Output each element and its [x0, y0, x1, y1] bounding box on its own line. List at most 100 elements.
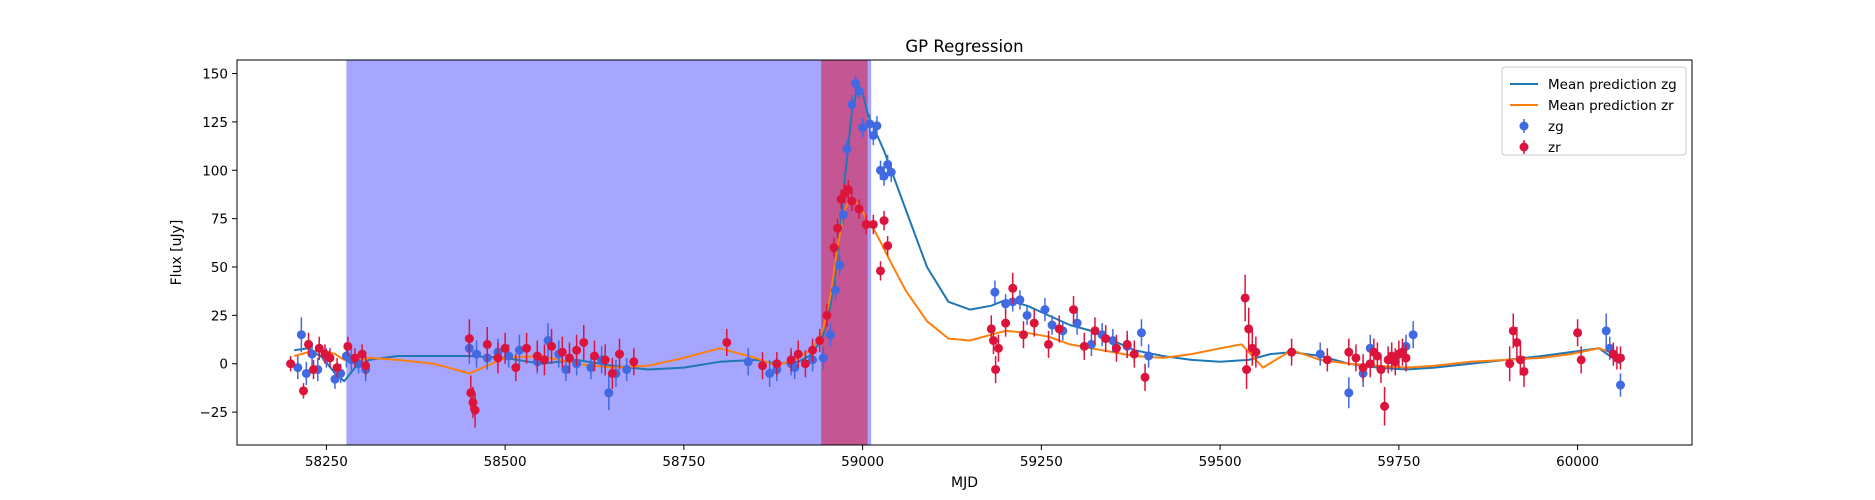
data-point-zr [1616, 346, 1626, 370]
data-point-zr [1069, 296, 1079, 324]
data-point-zr [993, 334, 1003, 362]
data-point-zr [589, 340, 599, 372]
data-point-zr [1054, 315, 1064, 343]
data-point-zg [1086, 332, 1096, 357]
data-point-zg [854, 83, 864, 99]
x-tick-label: 59750 [1377, 454, 1420, 470]
data-point-zr [1576, 346, 1586, 374]
data-point-zg [886, 162, 896, 182]
data-point-zg [1136, 319, 1146, 347]
legend: Mean prediction zg Mean prediction zr zg zr [1501, 66, 1687, 156]
data-point-zr [1251, 336, 1261, 368]
data-point-zr [361, 356, 371, 376]
data-point-zr [314, 336, 324, 360]
data-point-zr [879, 210, 889, 231]
data-point-zg [1040, 297, 1050, 322]
data-point-zr [1376, 356, 1386, 384]
data-point-zr [1079, 332, 1089, 360]
data-point-zg [1047, 315, 1057, 335]
data-point-zg [1072, 311, 1082, 335]
data-point-zr [557, 336, 567, 368]
data-point-zr [579, 325, 589, 360]
x-axis-label: MJD [951, 475, 978, 491]
data-point-zr [1129, 340, 1139, 368]
data-point-zg [743, 348, 753, 376]
data-point-zr [843, 179, 853, 200]
data-point-zr [607, 357, 617, 389]
data-point-zg [561, 357, 571, 382]
data-point-zg [296, 317, 306, 353]
legend-entry: zr [1519, 140, 1561, 156]
data-point-zr [286, 356, 296, 372]
data-point-zr [564, 342, 574, 374]
data-point-zg [622, 357, 632, 382]
chart-title: GP Regression [905, 37, 1023, 56]
data-point-zr [350, 348, 360, 368]
x-tick-label: 58250 [305, 454, 348, 470]
data-point-zg [825, 323, 835, 347]
data-point-zr [1505, 346, 1515, 382]
data-point-zg [879, 166, 889, 186]
x-tick-label: 59000 [841, 454, 884, 470]
data-point-zg [586, 356, 596, 380]
data-point-zr [1512, 326, 1522, 358]
data-point-zg [990, 280, 1000, 304]
data-point-zr [572, 334, 582, 366]
data-point-zr [1242, 350, 1252, 389]
data-point-zg [1408, 321, 1418, 349]
data-point-zg [838, 205, 848, 225]
x-tick-label: 58750 [662, 454, 705, 470]
data-point-zg [1315, 342, 1325, 366]
data-point-zg [858, 118, 868, 138]
y-tick-label: 150 [202, 67, 228, 83]
data-point-zr [808, 338, 818, 362]
data-point-zg [604, 375, 614, 411]
plot-frame [236, 59, 1693, 446]
data-point-zr [883, 236, 893, 256]
data-points [286, 75, 1626, 428]
data-point-zr [1372, 342, 1382, 370]
data-point-zg [818, 346, 828, 370]
data-point-zr [1101, 325, 1111, 353]
data-point-zr [532, 340, 542, 372]
data-point-zr [1322, 348, 1332, 372]
data-point-zr [615, 338, 625, 370]
data-point-zr [539, 344, 549, 376]
y-tick-label: 50 [211, 260, 228, 276]
y-tick-label: 25 [211, 308, 228, 324]
data-point-zr [303, 332, 313, 357]
data-point-zr [500, 332, 510, 364]
data-point-zr [522, 332, 532, 364]
y-tick-label: 75 [211, 212, 228, 228]
data-point-zr [722, 328, 732, 357]
legend-label: Mean prediction zr [1548, 98, 1674, 114]
data-point-zg [865, 114, 875, 134]
data-point-zr [988, 326, 998, 355]
data-point-zr [357, 344, 367, 364]
data-point-zr [1044, 330, 1054, 358]
data-point-zr [1140, 363, 1150, 391]
data-point-zr [547, 328, 557, 364]
legend-label: zr [1548, 140, 1561, 156]
data-point-zg [1601, 313, 1611, 349]
data-point-zr [1008, 272, 1018, 304]
x-tick-label: 60000 [1556, 454, 1599, 470]
data-point-zg [1616, 373, 1626, 397]
data-point-zr [868, 214, 878, 235]
x-tick-label: 58500 [484, 454, 527, 470]
data-point-zg [293, 356, 303, 380]
data-point-zr [786, 348, 796, 372]
data-point-zr [1001, 309, 1011, 337]
data-point-zg [872, 116, 882, 136]
data-point-zr [829, 237, 839, 258]
data-point-zg [472, 340, 482, 368]
data-point-zr [875, 261, 885, 281]
data-point-zr [343, 336, 353, 357]
legend-entry: Mean prediction zr [1510, 98, 1674, 114]
data-point-zr [1401, 344, 1411, 372]
data-point-zr [325, 348, 335, 368]
data-point-zr [1244, 307, 1254, 351]
data-point-zg [1344, 377, 1354, 409]
data-point-zr [1240, 274, 1250, 322]
